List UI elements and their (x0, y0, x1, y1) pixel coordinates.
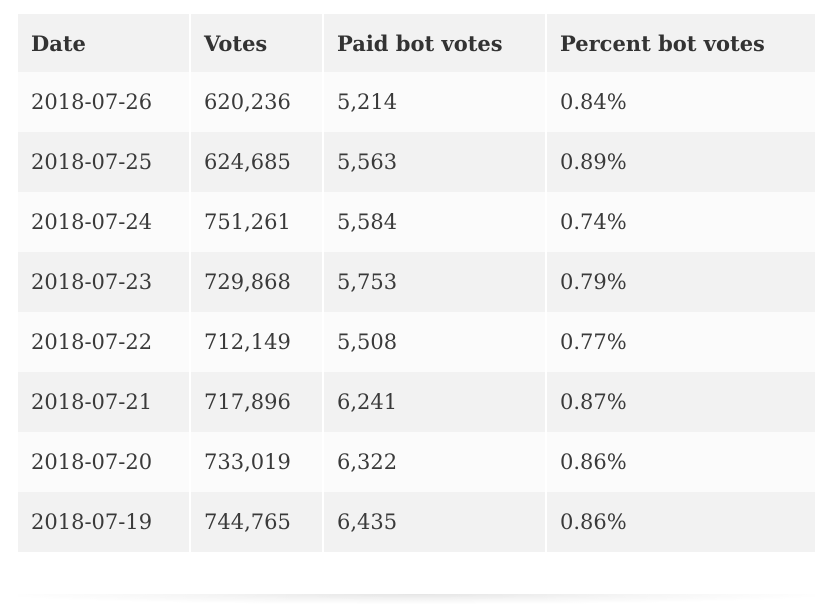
cell-paid-bot-votes: 6,322 (323, 432, 547, 492)
cell-date: 2018-07-23 (18, 252, 191, 312)
table-row: 2018-07-20 733,019 6,322 0.86% (18, 432, 815, 492)
cell-percent-bot-votes: 0.74% (546, 192, 815, 252)
cell-votes: 620,236 (190, 72, 324, 132)
cell-percent-bot-votes: 0.77% (546, 312, 815, 372)
cell-votes: 729,868 (190, 252, 324, 312)
table-row: 2018-07-21 717,896 6,241 0.87% (18, 372, 815, 432)
cell-paid-bot-votes: 5,508 (323, 312, 547, 372)
cell-date: 2018-07-20 (18, 432, 191, 492)
cell-percent-bot-votes: 0.87% (546, 372, 815, 432)
cell-percent-bot-votes: 0.84% (546, 72, 815, 132)
column-header-date: Date (18, 14, 191, 72)
bot-votes-table: Date Votes Paid bot votes Percent bot vo… (18, 14, 815, 552)
cell-votes: 717,896 (190, 372, 324, 432)
cell-percent-bot-votes: 0.89% (546, 132, 815, 192)
cell-percent-bot-votes: 0.86% (546, 432, 815, 492)
cell-votes: 744,765 (190, 492, 324, 552)
column-header-votes: Votes (190, 14, 324, 72)
cell-date: 2018-07-25 (18, 132, 191, 192)
cell-percent-bot-votes: 0.79% (546, 252, 815, 312)
cell-percent-bot-votes: 0.86% (546, 492, 815, 552)
table-row: 2018-07-22 712,149 5,508 0.77% (18, 312, 815, 372)
table-row: 2018-07-23 729,868 5,753 0.79% (18, 252, 815, 312)
column-header-percent-bot-votes: Percent bot votes (546, 14, 815, 72)
cell-date: 2018-07-26 (18, 72, 191, 132)
table-header-row: Date Votes Paid bot votes Percent bot vo… (18, 14, 815, 72)
cell-paid-bot-votes: 5,584 (323, 192, 547, 252)
cell-votes: 751,261 (190, 192, 324, 252)
table-row: 2018-07-25 624,685 5,563 0.89% (18, 132, 815, 192)
cell-date: 2018-07-21 (18, 372, 191, 432)
cell-date: 2018-07-22 (18, 312, 191, 372)
cell-votes: 733,019 (190, 432, 324, 492)
cell-votes: 712,149 (190, 312, 324, 372)
card-bottom-shadow (18, 594, 815, 604)
cell-paid-bot-votes: 6,435 (323, 492, 547, 552)
column-header-paid-bot-votes: Paid bot votes (323, 14, 547, 72)
table-row: 2018-07-24 751,261 5,584 0.74% (18, 192, 815, 252)
cell-date: 2018-07-19 (18, 492, 191, 552)
table-row: 2018-07-26 620,236 5,214 0.84% (18, 72, 815, 132)
cell-paid-bot-votes: 5,753 (323, 252, 547, 312)
cell-paid-bot-votes: 6,241 (323, 372, 547, 432)
bot-votes-table-card: Date Votes Paid bot votes Percent bot vo… (18, 14, 815, 552)
cell-votes: 624,685 (190, 132, 324, 192)
table-row: 2018-07-19 744,765 6,435 0.86% (18, 492, 815, 552)
cell-paid-bot-votes: 5,563 (323, 132, 547, 192)
cell-date: 2018-07-24 (18, 192, 191, 252)
cell-paid-bot-votes: 5,214 (323, 72, 547, 132)
